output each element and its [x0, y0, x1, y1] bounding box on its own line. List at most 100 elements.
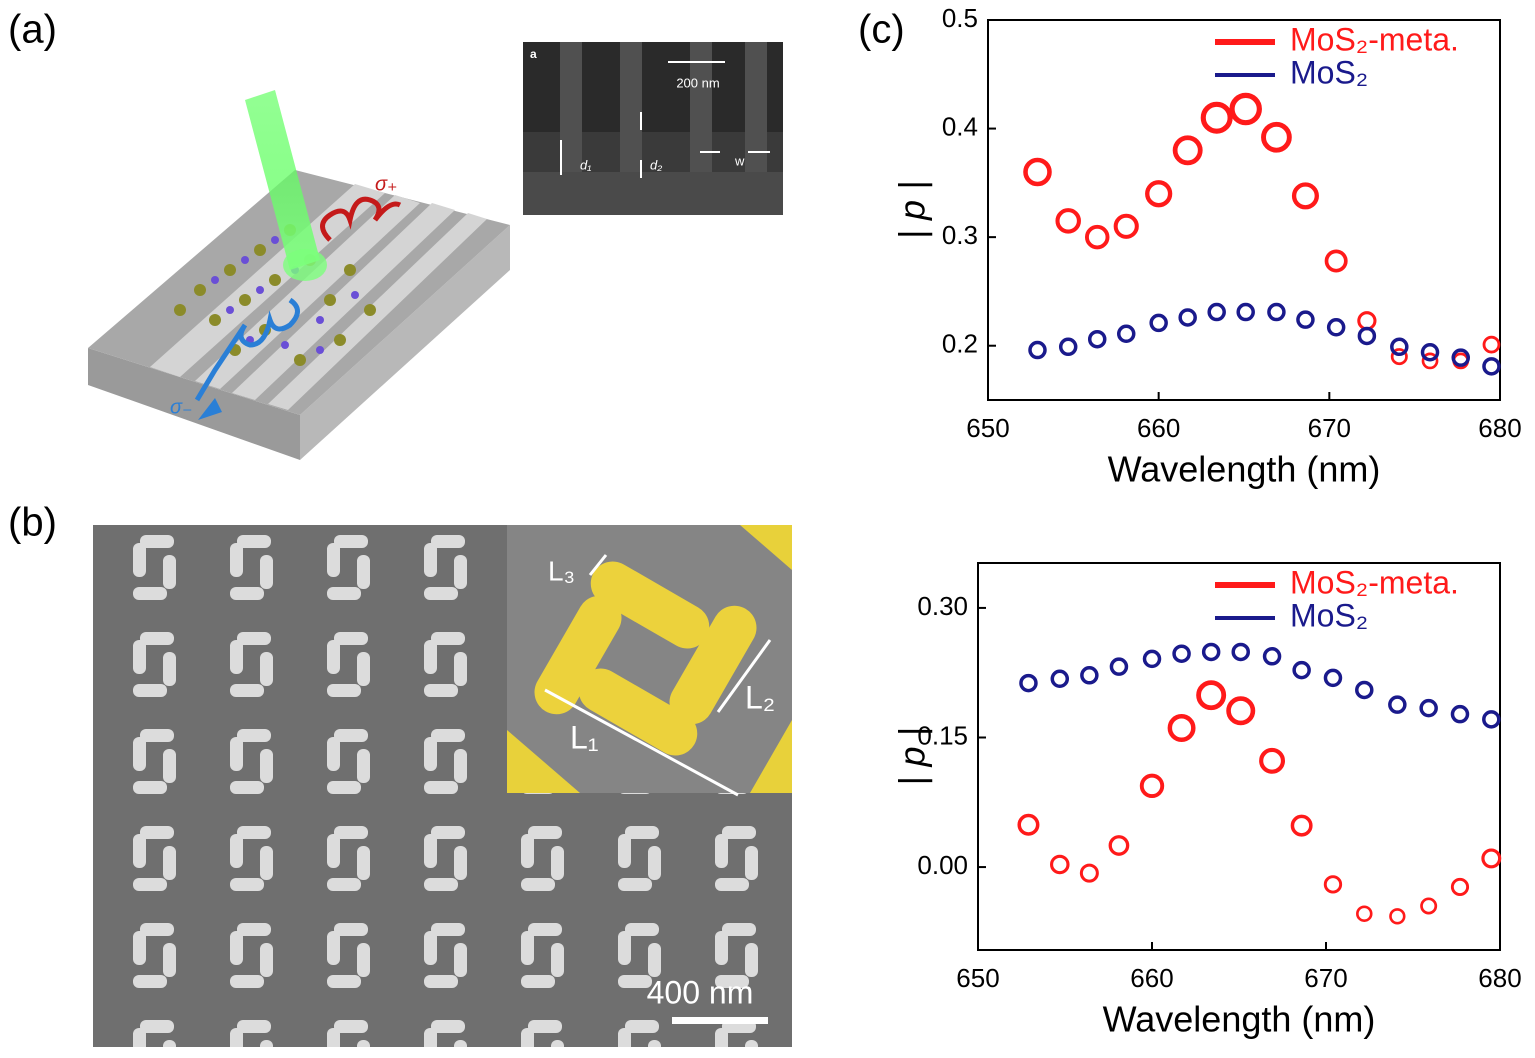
x-tick-label: 670 [1304, 963, 1347, 993]
data-point [1079, 863, 1099, 883]
data-point [1207, 302, 1226, 322]
data-point [1357, 326, 1377, 346]
y-tick-label: 0.30 [917, 591, 968, 621]
x-axis-label: Wavelength (nm) [1108, 449, 1381, 490]
plot-frame [977, 562, 1501, 951]
x-tick-label: 680 [1478, 963, 1521, 993]
x-tick-label: 650 [966, 413, 1009, 443]
data-point [1058, 337, 1078, 357]
data-point [1259, 747, 1286, 774]
d1-label: d₁ [580, 157, 591, 172]
x-tick-label: 660 [1130, 963, 1173, 993]
data-point [1201, 642, 1221, 662]
sigma-plus: σ₊ [375, 173, 398, 195]
data-point [1419, 698, 1438, 718]
data-point [1420, 342, 1440, 362]
data-point [1050, 669, 1070, 689]
data-point [1028, 340, 1047, 360]
data-point [1357, 311, 1377, 331]
data-point [1482, 710, 1501, 729]
data-point [1450, 704, 1470, 724]
data-point [1389, 908, 1406, 925]
data-point [1236, 302, 1255, 322]
x-axis-label: Wavelength (nm) [1103, 999, 1376, 1040]
data-point [1087, 329, 1107, 349]
inset-scale: 200 nm [676, 75, 719, 90]
data-point [1149, 313, 1168, 333]
data-point [1055, 208, 1081, 234]
inset-tag: a [530, 47, 537, 61]
data-point [1326, 318, 1346, 337]
y-tick-label: 0.3 [942, 220, 978, 250]
x-tick-label: 650 [956, 963, 999, 993]
data-point [1388, 695, 1407, 714]
data-point [1482, 335, 1501, 354]
device-schematic: σ₊ σ₋ [88, 90, 510, 460]
panel-label: (b) [8, 501, 57, 545]
data-point [1261, 121, 1292, 153]
y-tick-label: 0.5 [942, 3, 978, 33]
d2-label: d₂ [650, 157, 662, 172]
panel-label: (a) [8, 8, 57, 52]
y-axis-label: | p | [892, 181, 933, 240]
panel-label: (c) [858, 8, 905, 52]
sem-image: L₁ L₂ L₃ 400 nm [93, 525, 792, 1047]
data-point [1267, 302, 1286, 322]
legend-label: MoS₂ [1290, 597, 1368, 633]
data-point [1356, 905, 1373, 922]
data-point [1178, 308, 1197, 327]
data-point [1229, 92, 1262, 126]
x-tick-label: 670 [1308, 413, 1351, 443]
legend-label: MoS₂-meta. [1290, 564, 1459, 600]
data-point [1262, 647, 1282, 666]
y-tick-label: 0.00 [917, 850, 968, 880]
data-point [1084, 224, 1110, 250]
data-point [1116, 324, 1136, 344]
data-point [1139, 773, 1165, 799]
data-point [1355, 680, 1374, 700]
data-point [1421, 352, 1439, 370]
data-point [1142, 649, 1162, 669]
data-point [1451, 348, 1470, 367]
data-point [1172, 644, 1191, 663]
data-point [1450, 877, 1470, 897]
data-point [1226, 696, 1256, 726]
data-point [1108, 835, 1130, 856]
sem-inset: a 200 nm d₁ d₂ w [523, 42, 783, 215]
data-point [1290, 814, 1313, 837]
l2-label: L₂ [745, 679, 775, 715]
data-point [1291, 182, 1319, 210]
data-point [1172, 135, 1203, 166]
x-tick-label: 680 [1478, 413, 1521, 443]
y-tick-label: 0.2 [942, 329, 978, 359]
data-point [1167, 714, 1196, 742]
data-point [1145, 180, 1173, 208]
y-tick-label: 0.4 [942, 111, 978, 141]
data-point [1200, 101, 1233, 134]
legend-label: MoS₂-meta. [1290, 21, 1459, 57]
scale-bar-label: 400 nm [647, 974, 754, 1010]
data-point [1019, 673, 1038, 693]
data-point [1023, 157, 1052, 187]
data-point [1482, 357, 1501, 376]
data-point [1017, 813, 1040, 836]
data-point [1296, 310, 1315, 329]
data-point [1109, 657, 1129, 676]
data-point [1323, 875, 1343, 894]
data-point [1324, 249, 1348, 273]
plot-frame [987, 19, 1501, 401]
data-point [1231, 642, 1250, 662]
data-point [1481, 848, 1502, 869]
data-point [1390, 348, 1408, 366]
sigma-minus: σ₋ [170, 396, 193, 418]
l1-label: L₁ [570, 719, 599, 755]
data-point [1390, 337, 1409, 357]
w-label: w [734, 153, 745, 168]
x-tick-label: 660 [1137, 413, 1180, 443]
data-point [1292, 660, 1311, 680]
l3-label: L₃ [548, 555, 575, 586]
y-axis-label: | p | [892, 727, 933, 786]
data-point [1080, 666, 1099, 685]
data-point [1420, 897, 1438, 915]
